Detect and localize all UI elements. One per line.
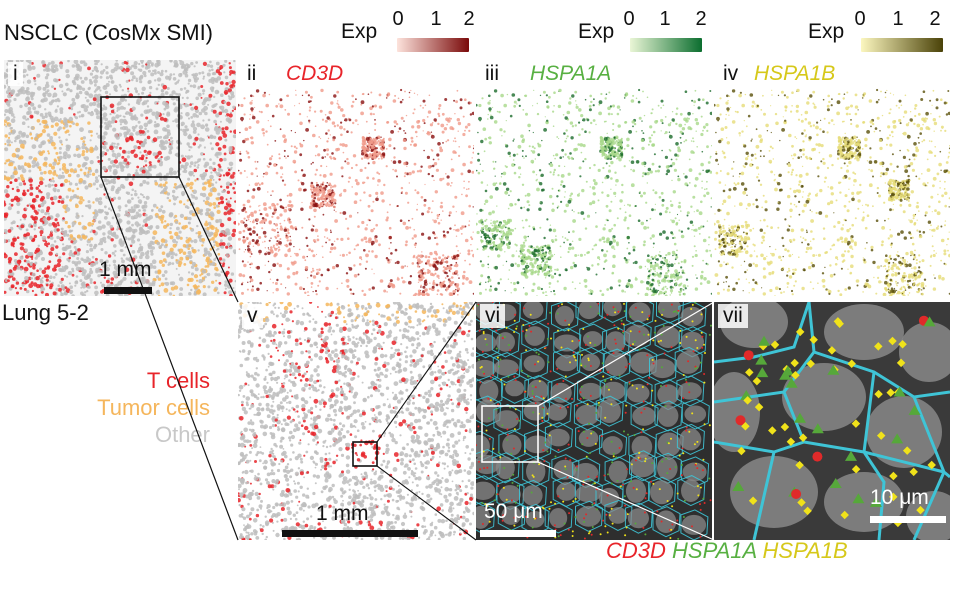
panel-label: iv [718,62,744,86]
legend-other: Other [154,422,210,447]
colorbar-label: Exp [578,20,615,43]
panel-label: ii [242,62,262,86]
expression-scatter [714,88,950,296]
scale-bar [104,287,152,294]
colorbar-tick: 0 [854,8,866,30]
colorbar-tick: 1 [892,8,904,30]
colorbar-tick: 0 [392,8,404,30]
colorbar-tick: 2 [463,8,475,30]
panel-label: vi [480,304,506,328]
transcript-markers [732,315,936,528]
panel-iv-hspa1b: iv HSPA1B [714,60,950,296]
gene-label: HSPA1A [530,62,612,85]
panel-label: vii [718,304,748,328]
expression-scatter [476,88,712,296]
scale-label: 50 μm [484,500,543,523]
colorbar-tick: 0 [623,8,635,30]
scale-bar [282,530,418,537]
sample-label: Lung 5-2 [2,300,89,325]
colorbar-tick: 1 [659,8,671,30]
panel-v-zoom: v 1 mm [238,302,474,540]
panel-ii-cd3d: ii CD3D [238,60,474,296]
panel-label: i [8,62,23,86]
colorbar-tick: 2 [695,8,707,30]
colorbar-label: Exp [341,20,378,43]
panel-iii-hspa1a: iii HSPA1A [476,60,712,296]
colorbar-gradient [861,38,943,52]
scale-label: 10 μm [870,486,929,509]
scale-label: 1 mm [99,258,152,281]
panel-vii-transcripts: vii 10 μm [714,302,950,540]
expression-scatter [238,88,474,296]
gene-label-hspa1a: HSPA1A [672,538,757,563]
figure-title: NSCLC (CosMx SMI) [4,20,214,45]
colorbar-gradient [630,38,702,52]
panel-label: v [242,304,263,328]
panel-vi-cells: vi 50 μm [476,302,712,540]
nuclei [714,302,950,540]
gene-label-hspa1b: HSPA1B [762,538,848,563]
panel-i-tissue-overview: i 1 mm [4,60,236,296]
colorbar-label: Exp [808,20,845,43]
colorbar-gradient [397,38,469,52]
panel-label: iii [480,62,504,86]
legend-tumor-cells: Tumor cells [97,395,210,420]
scale-label: 1 mm [316,502,369,525]
transcript-legend: CD3D HSPA1A HSPA1B [606,538,848,564]
colorbar-tick: 1 [430,8,442,30]
gene-label: CD3D [286,62,344,85]
legend-t-cells: T cells [146,368,210,393]
colorbar-tick: 2 [929,8,941,30]
scale-bar [870,516,946,523]
scale-bar [480,530,556,537]
gene-label-cd3d: CD3D [606,538,666,563]
gene-label: HSPA1B [754,62,836,85]
